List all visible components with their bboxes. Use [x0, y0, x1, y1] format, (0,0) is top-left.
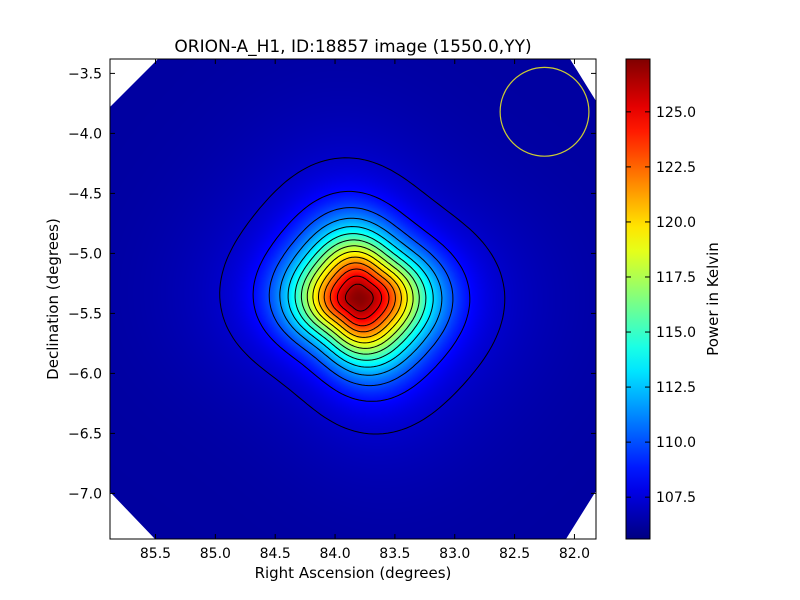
- contour-line: [312, 251, 408, 344]
- plot-area: [110, 59, 596, 539]
- y-tick-label: −6.0: [68, 366, 102, 382]
- colorbar-tick-label: 107.5: [656, 490, 696, 506]
- x-tick-label: 85.5: [140, 546, 171, 562]
- y-tick-label: −4.0: [68, 126, 102, 142]
- y-tick-label: −6.5: [68, 426, 102, 442]
- x-tick-label: 84.5: [260, 546, 291, 562]
- contour-line: [279, 217, 443, 376]
- colorbar: 107.5 110.0 112.5 115.0 117.5 120.0 122.5 125.0…: [625, 58, 722, 540]
- blank-corner: [110, 492, 155, 539]
- contour-line: [306, 245, 414, 349]
- blank-corner: [110, 59, 158, 107]
- blank-corner: [570, 59, 596, 101]
- colorbar-scale: [625, 58, 651, 540]
- colorbar-label: Power in Kelvin: [704, 242, 722, 356]
- colorbar-tick-label: 122.5: [656, 160, 696, 176]
- contour-line: [287, 225, 434, 368]
- contour-line: [252, 190, 471, 402]
- y-axis-label: Declination (degrees): [44, 218, 62, 380]
- chart-title: ORION-A_H1, ID:18857 image (1550.0,YY): [174, 37, 531, 57]
- x-tick-label: 83.0: [439, 546, 470, 562]
- blank-corners: [110, 59, 596, 539]
- colorbar-tick-label: 115.0: [656, 325, 696, 341]
- heatmap-image: [110, 59, 596, 539]
- y-tick-label: −4.5: [68, 186, 102, 202]
- x-tick-label: 83.5: [379, 546, 410, 562]
- colorbar-tick-label: 117.5: [656, 270, 696, 286]
- contour-line: [329, 268, 390, 327]
- beam-circle: [499, 66, 590, 157]
- colorbar-tick-label: 110.0: [656, 435, 696, 451]
- x-tick-label: 82.5: [499, 546, 530, 562]
- x-axis-label: Right Ascension (degrees): [255, 564, 452, 582]
- y-axis-ticks: −3.5 −4.0 −4.5 −5.0 −5.5 −6.0 −6.5 −7.0: [68, 66, 596, 502]
- x-tick-label: 84.0: [319, 546, 350, 562]
- contour-lines: [219, 157, 506, 435]
- contour-line: [300, 239, 420, 355]
- contour-line: [219, 157, 506, 435]
- plot-frame: [109, 58, 597, 540]
- y-tick-label: −3.5: [68, 66, 102, 82]
- y-tick-label: −7.0: [68, 486, 102, 502]
- blank-corner: [566, 491, 596, 539]
- contour-line: [268, 207, 454, 387]
- y-tick-label: −5.5: [68, 306, 102, 322]
- contour-line: [336, 275, 383, 320]
- colorbar-tick-label: 125.0: [656, 105, 696, 121]
- y-tick-label: −5.0: [68, 246, 102, 262]
- colorbar-tick-label: 112.5: [656, 380, 696, 396]
- contour-line: [323, 262, 396, 333]
- contour-line: [318, 256, 402, 338]
- colorbar-ticks: 107.5 110.0 112.5 115.0 117.5 120.0 122.5 125.0: [626, 105, 696, 506]
- x-axis-ticks: 85.5 85.0 84.5 84.0 83.5 83.0 82.5 82.0: [140, 59, 590, 562]
- colorbar-tick-label: 120.0: [656, 215, 696, 231]
- contour-line: [344, 283, 374, 312]
- x-tick-label: 82.0: [559, 546, 590, 562]
- contour-line: [294, 233, 427, 361]
- x-tick-label: 85.0: [200, 546, 231, 562]
